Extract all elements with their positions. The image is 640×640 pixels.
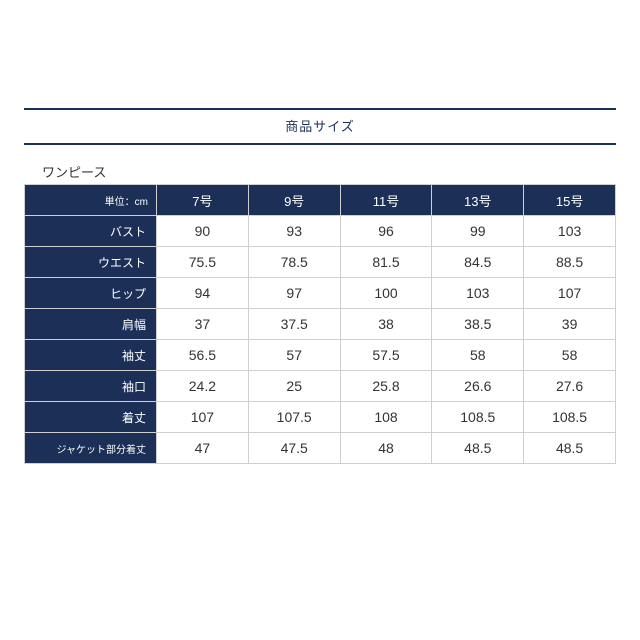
cell: 58 <box>524 340 616 371</box>
table-header-row: 単位：cm 7号 9号 11号 13号 15号 <box>25 185 616 216</box>
table-row: 着丈107107.5108108.5108.5 <box>25 402 616 433</box>
cell: 47.5 <box>248 433 340 464</box>
cell: 108.5 <box>524 402 616 433</box>
cell: 103 <box>432 278 524 309</box>
cell: 48 <box>340 433 432 464</box>
row-label: 肩幅 <box>25 309 157 340</box>
cell: 38.5 <box>432 309 524 340</box>
row-label: バスト <box>25 216 157 247</box>
table-body: バスト90939699103ウエスト75.578.581.584.588.5ヒッ… <box>25 216 616 464</box>
table-row: バスト90939699103 <box>25 216 616 247</box>
table-row: 肩幅3737.53838.539 <box>25 309 616 340</box>
cell: 99 <box>432 216 524 247</box>
cell: 56.5 <box>157 340 249 371</box>
cell: 84.5 <box>432 247 524 278</box>
col-header: 13号 <box>432 185 524 216</box>
cell: 48.5 <box>432 433 524 464</box>
table-row: 袖口24.22525.826.627.6 <box>25 371 616 402</box>
cell: 88.5 <box>524 247 616 278</box>
size-table: 単位：cm 7号 9号 11号 13号 15号 バスト90939699103ウエ… <box>24 184 616 464</box>
cell: 107 <box>157 402 249 433</box>
item-subtitle: ワンピース <box>42 162 106 181</box>
canvas: 商品サイズ ワンピース 単位：cm 7号 9号 11号 13号 15号 バスト9… <box>0 0 640 640</box>
page-title: 商品サイズ <box>285 119 355 134</box>
title-band: 商品サイズ <box>24 108 616 145</box>
cell: 26.6 <box>432 371 524 402</box>
cell: 57.5 <box>340 340 432 371</box>
cell: 37 <box>157 309 249 340</box>
cell: 93 <box>248 216 340 247</box>
row-label: ヒップ <box>25 278 157 309</box>
table-row: ヒップ9497100103107 <box>25 278 616 309</box>
col-header: 11号 <box>340 185 432 216</box>
col-header: 9号 <box>248 185 340 216</box>
cell: 38 <box>340 309 432 340</box>
cell: 39 <box>524 309 616 340</box>
cell: 90 <box>157 216 249 247</box>
cell: 27.6 <box>524 371 616 402</box>
col-header: 7号 <box>157 185 249 216</box>
table-row: ウエスト75.578.581.584.588.5 <box>25 247 616 278</box>
cell: 107 <box>524 278 616 309</box>
cell: 58 <box>432 340 524 371</box>
row-label: 着丈 <box>25 402 157 433</box>
row-label: 袖丈 <box>25 340 157 371</box>
cell: 108 <box>340 402 432 433</box>
cell: 100 <box>340 278 432 309</box>
cell: 97 <box>248 278 340 309</box>
cell: 75.5 <box>157 247 249 278</box>
cell: 37.5 <box>248 309 340 340</box>
cell: 96 <box>340 216 432 247</box>
row-label: ウエスト <box>25 247 157 278</box>
cell: 47 <box>157 433 249 464</box>
cell: 25.8 <box>340 371 432 402</box>
row-label: 袖口 <box>25 371 157 402</box>
cell: 103 <box>524 216 616 247</box>
cell: 25 <box>248 371 340 402</box>
col-header: 15号 <box>524 185 616 216</box>
cell: 81.5 <box>340 247 432 278</box>
cell: 78.5 <box>248 247 340 278</box>
table-row: 袖丈56.55757.55858 <box>25 340 616 371</box>
cell: 57 <box>248 340 340 371</box>
row-label: ジャケット部分着丈 <box>25 433 157 464</box>
cell: 48.5 <box>524 433 616 464</box>
cell: 94 <box>157 278 249 309</box>
cell: 24.2 <box>157 371 249 402</box>
cell: 107.5 <box>248 402 340 433</box>
unit-cell: 単位：cm <box>25 185 157 216</box>
cell: 108.5 <box>432 402 524 433</box>
table-row: ジャケット部分着丈4747.54848.548.5 <box>25 433 616 464</box>
